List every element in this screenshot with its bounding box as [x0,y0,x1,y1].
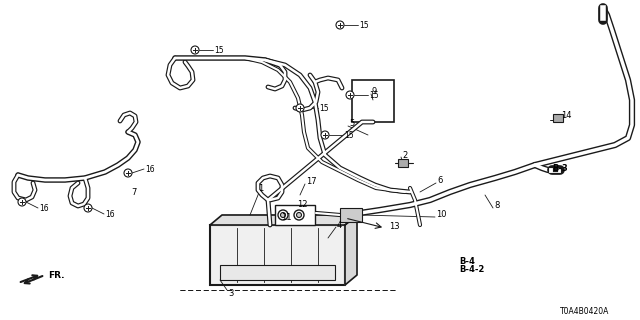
Circle shape [296,212,301,218]
Polygon shape [210,215,357,225]
Circle shape [336,21,344,29]
Text: T0A4B0420A: T0A4B0420A [560,308,609,316]
Circle shape [346,91,354,99]
Circle shape [124,169,132,177]
Text: 17: 17 [306,177,317,186]
Circle shape [191,46,199,54]
Polygon shape [345,215,357,285]
Text: 15: 15 [214,45,223,54]
Text: 9: 9 [371,86,376,95]
Circle shape [278,210,288,220]
Text: 7: 7 [131,188,136,196]
Text: 16: 16 [39,204,49,212]
Text: 6: 6 [437,175,442,185]
Text: 15: 15 [359,20,369,29]
Circle shape [296,104,304,112]
Text: 15: 15 [344,131,354,140]
Text: 13: 13 [389,221,399,230]
Text: 16: 16 [145,164,155,173]
Text: 3: 3 [228,289,234,298]
Text: 1: 1 [258,183,263,193]
Text: 11: 11 [281,212,291,221]
Text: 8: 8 [494,201,499,210]
Text: 16: 16 [105,210,115,219]
Bar [210,225,345,285]
Text: 4: 4 [337,220,342,229]
Text: 15: 15 [369,91,379,100]
Text: FR.: FR. [48,270,65,279]
Text: 10: 10 [436,210,447,219]
Circle shape [321,131,329,139]
Bar [398,159,408,167]
Circle shape [84,204,92,212]
Text: 15: 15 [319,103,328,113]
Text: B-4-2: B-4-2 [459,266,484,275]
Circle shape [280,212,285,218]
Text: 12: 12 [297,199,307,209]
Bar [352,80,394,122]
Text: 2: 2 [402,150,407,159]
Circle shape [18,198,26,206]
Text: 14: 14 [561,110,572,119]
Bar [275,205,315,225]
Bar [553,114,563,122]
Circle shape [294,210,304,220]
Text: 5: 5 [349,118,355,127]
Text: B-3: B-3 [552,164,568,172]
Bar [340,208,362,222]
Bar [220,265,335,280]
Text: B-4: B-4 [459,257,475,266]
